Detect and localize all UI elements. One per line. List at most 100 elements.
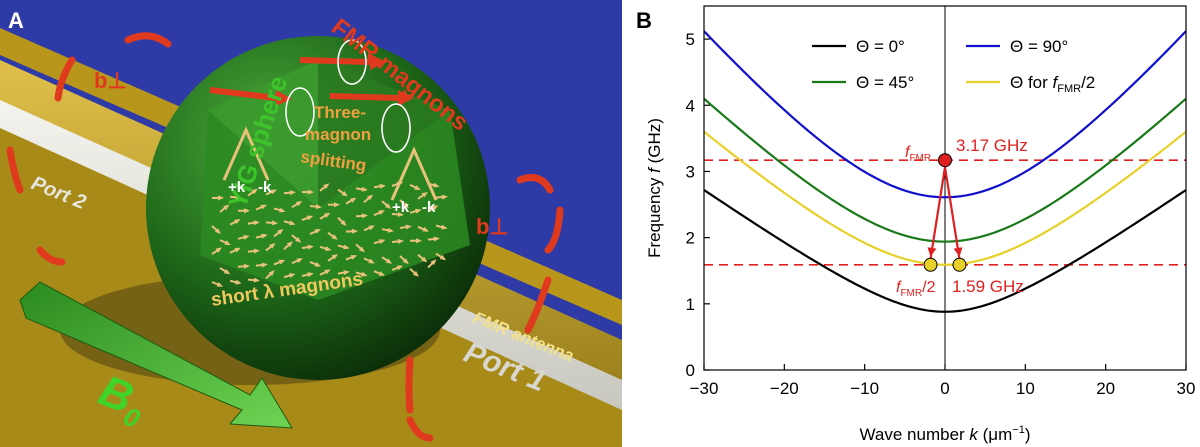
magnon-arrow-head (261, 262, 268, 268)
chart-series (704, 30, 1186, 313)
y-tick-label: 2 (686, 229, 695, 248)
splitting-arrow-line-0 (929, 167, 947, 259)
magnon-arrow-head (261, 233, 268, 239)
magnon-arrow-head (351, 228, 358, 234)
magnon-arrow-head (315, 204, 322, 210)
panel-a-illustration: A YIG sphere FMR magnons Three- magnon s… (0, 0, 622, 447)
magnon-arrow-head (412, 270, 419, 277)
magnon-arrow-head (361, 271, 368, 277)
magnon-arrow-head (430, 259, 437, 266)
y-tick-label: 3 (686, 162, 695, 181)
magnon-arrow-head (260, 204, 267, 210)
splitting-arrows (222, 126, 438, 201)
magnon-arrow-head (314, 229, 321, 234)
sphere-cutaway-face (208, 60, 318, 208)
magnon-arrow-head (343, 244, 350, 250)
magnon-arrow-head (368, 258, 375, 264)
minus-k-left: -k (258, 179, 272, 196)
b-perp-top-label: b⊥ (94, 68, 127, 93)
magnon-arrow-head (224, 240, 231, 246)
magnon-arrow-head (295, 237, 302, 243)
magnon-arrow-head (431, 205, 439, 211)
magnon-arrow-head (214, 228, 221, 234)
magnon-arrow-head (306, 215, 314, 221)
magnon-arrow-head (278, 259, 286, 265)
dispersion-curve-0 (704, 189, 1186, 313)
magnon-arrow-head (289, 273, 296, 278)
magnon-arrow-head (343, 270, 350, 275)
y-tick-label: 4 (686, 96, 695, 115)
x-tick-label: −20 (770, 379, 799, 398)
fmr-magnon-arrows (209, 54, 414, 106)
magnon-arrow-head (243, 235, 250, 240)
magnon-arrow-head (253, 220, 260, 226)
dispersion-curve-3 (704, 130, 1186, 266)
fmr-magnon-ellipses (285, 39, 411, 153)
x-tick-label: 0 (940, 379, 949, 398)
y-axis-label: Frequency f (GHz) (645, 118, 664, 258)
magnon-arrow-head (269, 243, 276, 249)
magnon-arrow-head (324, 269, 331, 275)
magnon-arrow-head (361, 213, 368, 219)
magnon-arrow-head (251, 188, 258, 195)
chart-ticks: −30 −20 −10 0 10 20 30 0 1 2 3 4 5 (686, 30, 1196, 398)
magnon-arrow-head (340, 220, 347, 226)
half-point-marker-left (923, 257, 938, 272)
magnon-arrow-head (253, 248, 260, 254)
legend-label-theta-half: Θ for fFMR/2 (1010, 73, 1095, 95)
magnon-arrow-head (234, 247, 241, 253)
magnon-arrow-head (422, 226, 429, 232)
panel-a-letter: A (8, 8, 24, 33)
magnon-arrow-head (253, 277, 260, 283)
magnon-arrow-head (387, 227, 394, 233)
magnon-arrow-head (331, 254, 338, 260)
magnon-arrow-head (223, 204, 230, 211)
magnon-arrow-head (270, 189, 277, 195)
b-perp-arrows (6, 32, 564, 442)
splitting-arrow-head-1 (953, 247, 963, 257)
magnon-arrow-head (325, 246, 332, 251)
b-perp-right-label: b⊥ (476, 214, 509, 239)
magnon-arrow-head (385, 258, 393, 264)
legend-label-theta-0: Θ = 0° (856, 37, 905, 56)
magnon-arrow-head (268, 270, 275, 277)
magnon-arrow-head (296, 258, 303, 263)
magnon-arrow-head (243, 263, 250, 269)
half-annotation-value: 1.59 GHz (952, 277, 1024, 296)
panel-b-chart: B −30 −20 −10 0 10 20 30 0 1 2 3 4 5 Θ = 0° Θ = 90° … (636, 5, 1196, 444)
splitting-arrow-line-1 (943, 167, 961, 259)
dispersion-curve-1 (704, 30, 1186, 199)
magnon-arrow-head (414, 185, 421, 190)
magnon-arrow-head (271, 220, 278, 226)
x-tick-label: 30 (1177, 379, 1196, 398)
magnon-arrow-head (215, 247, 222, 253)
fmr-annotation-label: fFMR (905, 144, 931, 164)
magnon-arrow-head (441, 224, 448, 230)
magnon-arrow-head (216, 282, 224, 287)
magnon-arrow-head (279, 207, 286, 213)
magnon-arrow-head (350, 255, 358, 260)
magnon-arrow-head (323, 183, 330, 189)
magnon-arrow-head (361, 186, 368, 192)
magnon-arrow-head (308, 189, 314, 195)
magnon-arrow-head (385, 203, 392, 209)
magnon-arrow-head (244, 208, 250, 214)
magnon-arrow-head (433, 182, 440, 188)
magnon-arrow-head (295, 201, 303, 207)
magnon-arrow-head (307, 244, 314, 250)
magnon-arrow-head (331, 234, 338, 240)
chart-legend: Θ = 0° Θ = 90° Θ = 45° Θ for fFMR/2 (812, 37, 1095, 95)
magnon-arrow-head (235, 194, 242, 200)
magnon-arrow-head (378, 271, 386, 276)
plus-k-left: +k (228, 179, 246, 196)
dispersion-curve-2 (704, 97, 1186, 243)
magnon-arrow-head (402, 258, 409, 265)
minus-k-right: -k (422, 199, 436, 216)
half-point-marker-right (952, 257, 967, 272)
magnon-arrow-head (397, 212, 404, 217)
magnon-arrow-head (314, 262, 322, 267)
b0-arrow (19, 281, 293, 429)
magnon-arrow-head (350, 197, 357, 203)
magnon-arrow-head (223, 269, 231, 275)
